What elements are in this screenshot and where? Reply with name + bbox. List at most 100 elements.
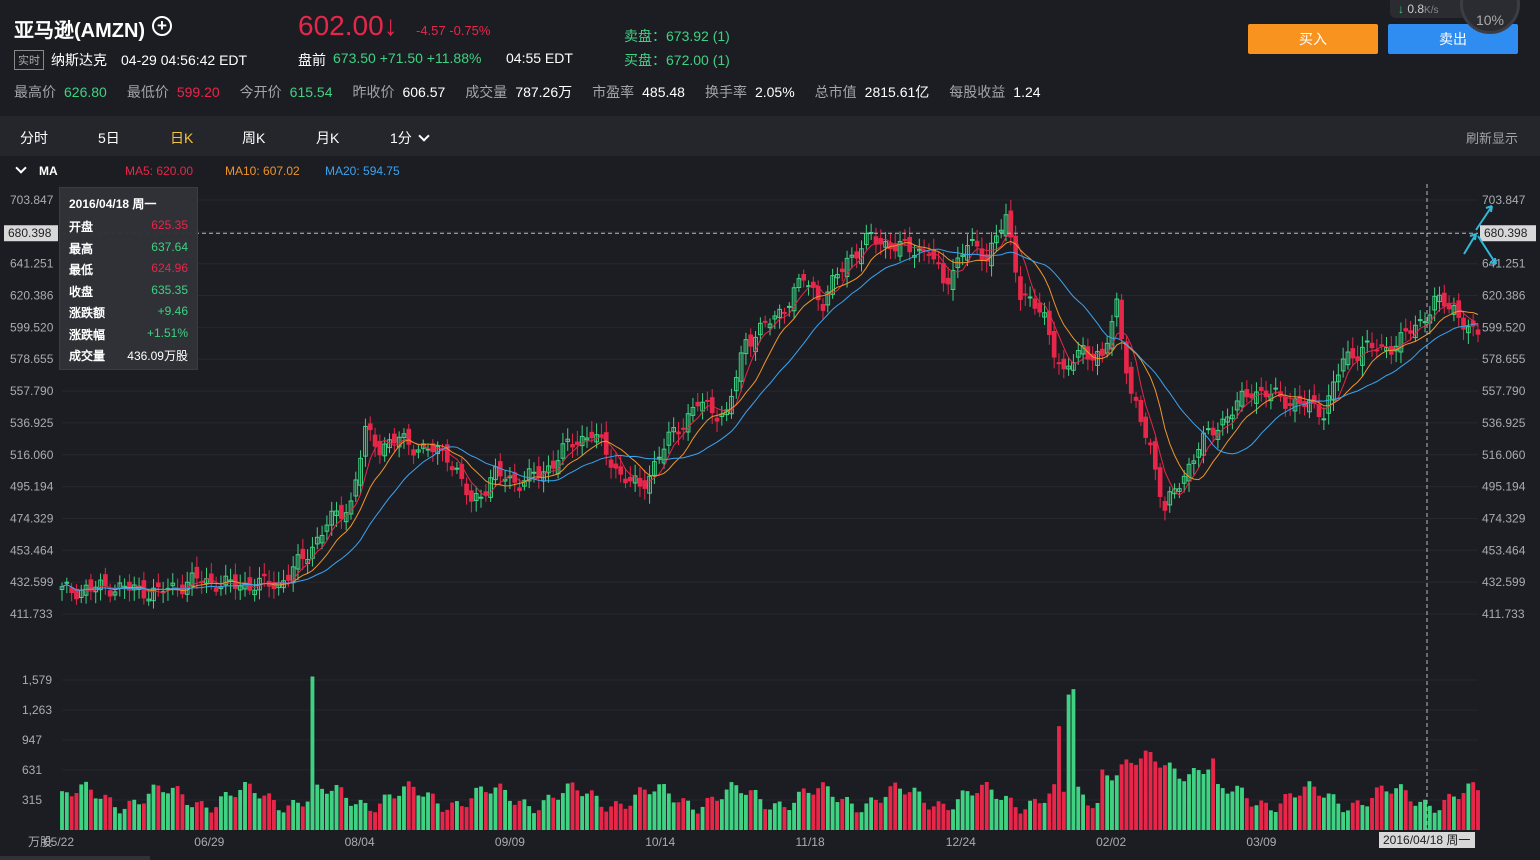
- volume-bar: [88, 789, 93, 830]
- period-tabbar: 分时 5日 日K 周K 月K 1分 刷新显示: [0, 116, 1540, 156]
- volume-bar: [507, 800, 512, 830]
- stat-label: 每股收益: [949, 84, 1006, 100]
- candle-body: [661, 448, 667, 464]
- candle-body: [666, 431, 672, 446]
- volume-bar: [1370, 797, 1374, 830]
- premarket-label: 盘前: [298, 52, 326, 68]
- volume-bar: [536, 810, 541, 830]
- volume-bar: [440, 811, 445, 830]
- candle-body: [522, 480, 527, 487]
- volume-tick-label: 631: [22, 763, 42, 777]
- candle-body: [334, 510, 339, 516]
- scroll-indicator[interactable]: [0, 856, 150, 860]
- tab-monthly-k[interactable]: 月K: [316, 130, 340, 146]
- buy-button[interactable]: 买入: [1248, 24, 1378, 54]
- ask-quote: 卖盘：673.92 (1): [624, 28, 730, 44]
- volume-tick-label: 947: [22, 733, 42, 747]
- tooltip-row: 最高 637.64: [69, 240, 188, 262]
- candle-body: [1047, 310, 1052, 336]
- volume-bar: [613, 801, 618, 830]
- price-grid: [62, 199, 1478, 615]
- volume-bar: [315, 784, 320, 830]
- candle-body: [690, 406, 696, 416]
- candlestick-chart[interactable]: 703.847703.847662.116662.116641.251641.2…: [0, 184, 1540, 856]
- volume-bar: [657, 784, 662, 830]
- volume-bar: [999, 799, 1004, 830]
- candle-body: [353, 479, 359, 497]
- candle-body: [685, 413, 691, 433]
- candle-body: [883, 241, 888, 248]
- refresh-button[interactable]: 刷新显示: [1465, 131, 1518, 146]
- candle-body: [1239, 390, 1245, 407]
- y-tick-label-left: 557.790: [10, 384, 54, 398]
- tab-daily-k[interactable]: 日K: [170, 130, 194, 146]
- candle-body: [208, 573, 214, 583]
- volume-bar: [474, 787, 479, 830]
- candle-body: [627, 476, 633, 482]
- candle-body: [1408, 330, 1413, 334]
- candle-body: [844, 257, 850, 277]
- y-tick-label-right: 641.251: [1482, 257, 1526, 271]
- volume-bar: [1105, 775, 1110, 830]
- candle-body: [637, 477, 643, 487]
- volume-bar: [435, 803, 440, 830]
- candle-body: [965, 245, 970, 261]
- candle-body: [1220, 418, 1226, 426]
- candle-body: [1003, 214, 1009, 237]
- volume-bar: [628, 805, 633, 830]
- volume-bar: [1437, 810, 1442, 830]
- volume-bar: [1442, 799, 1447, 830]
- volume-bar: [421, 796, 426, 830]
- volume-bar: [1182, 781, 1187, 830]
- y-tick-label-left: 641.251: [10, 257, 54, 271]
- stat-value: 485.48: [642, 84, 685, 100]
- volume-bar: [353, 804, 358, 830]
- tab-5day[interactable]: 5日: [98, 130, 120, 146]
- ma-label[interactable]: MA: [39, 164, 58, 178]
- chevron-down-icon[interactable]: [15, 162, 27, 174]
- tooltip-row: 涨跌幅 +1.51%: [69, 326, 188, 348]
- tab-intraday[interactable]: 分时: [20, 130, 48, 146]
- volume-bar: [430, 793, 435, 830]
- tab-1min[interactable]: 1分: [390, 128, 430, 148]
- volume-bar: [257, 798, 262, 830]
- volume-bar: [830, 796, 835, 830]
- volume-bar: [840, 798, 845, 830]
- volume-bar: [979, 784, 984, 830]
- volume-bar: [199, 801, 204, 830]
- candle-body: [1225, 416, 1230, 423]
- stat-label: 市盈率: [592, 84, 635, 100]
- candle-body: [1403, 328, 1409, 332]
- volume-bar: [146, 793, 151, 830]
- volume-bar: [864, 803, 869, 830]
- volume-bar: [493, 787, 498, 830]
- volume-bar: [898, 788, 902, 830]
- stat-item: 换手率 2.05%: [705, 82, 795, 102]
- volume-bar: [74, 793, 79, 830]
- volume-bar: [228, 795, 233, 830]
- volume-bar: [324, 793, 329, 830]
- candle-body: [1191, 460, 1197, 464]
- candle-body: [1432, 295, 1437, 311]
- candle-body: [391, 433, 397, 444]
- candle-body: [107, 590, 113, 597]
- candle-tooltip: 2016/04/18 周一 开盘 625.35 最高 637.64 最低 624.96 收盘…: [59, 187, 198, 370]
- x-tick-label: 09/09: [495, 835, 525, 849]
- volume-bar: [1317, 795, 1321, 830]
- volume-bar: [893, 782, 898, 830]
- tab-weekly-k[interactable]: 周K: [242, 130, 266, 146]
- ma10-label: MA10: 607.02: [225, 164, 300, 178]
- crosshair-price-left: 680.398: [8, 226, 52, 240]
- y-tick-label-right: 411.733: [1482, 607, 1525, 621]
- candle-body: [69, 587, 74, 594]
- candle-body: [676, 431, 681, 435]
- volume-bar: [1129, 762, 1134, 830]
- volume-tick-label: 1,263: [22, 703, 52, 717]
- add-watchlist-icon[interactable]: +: [152, 16, 172, 36]
- volume-bar: [137, 804, 141, 830]
- volume-bar: [1138, 758, 1143, 830]
- candle-body: [618, 466, 624, 475]
- volume-bar: [223, 791, 228, 830]
- candle-body: [758, 322, 763, 336]
- candle-body: [339, 504, 344, 519]
